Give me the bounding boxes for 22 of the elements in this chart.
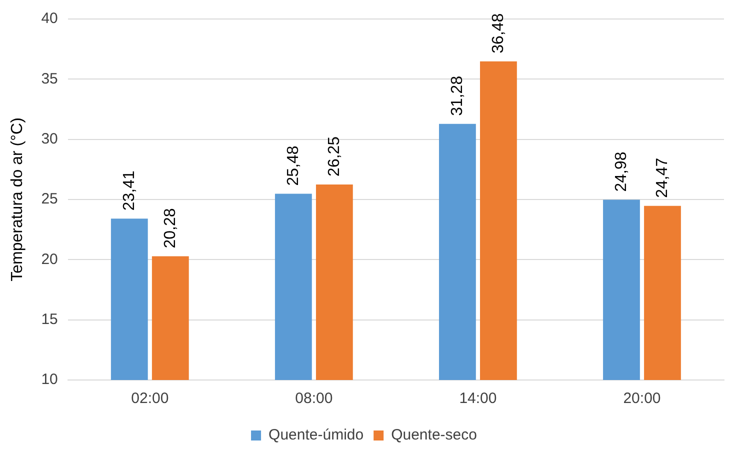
x-tick-label: 02:00 [131, 390, 169, 408]
legend-label: Quente-seco [391, 426, 477, 444]
y-tick-label: 10 [41, 371, 58, 388]
data-label: 23,41 [120, 170, 138, 211]
data-label: 24,47 [654, 158, 671, 198]
y-tick-label: 20 [41, 250, 58, 268]
y-tick-label: 40 [41, 10, 58, 28]
data-label: 20,28 [162, 208, 179, 248]
data-label: 26,25 [326, 136, 343, 176]
y-tick-label: 15 [41, 310, 58, 328]
x-tick-label: 20:00 [623, 390, 661, 408]
legend-label: Quente-úmido [268, 426, 364, 444]
y-axis-title: Temperatura do ar (°C) [9, 118, 26, 282]
y-tick-label: 25 [41, 190, 58, 208]
y-tick-label: 30 [41, 130, 58, 148]
data-label: 24,98 [612, 152, 630, 192]
y-tick-label: 35 [41, 70, 58, 88]
data-label: 31,28 [448, 76, 466, 116]
data-label: 25,48 [284, 146, 302, 186]
x-tick-label: 08:00 [295, 390, 333, 408]
x-tick-label: 14:00 [459, 390, 497, 408]
data-label: 36,48 [490, 13, 507, 54]
